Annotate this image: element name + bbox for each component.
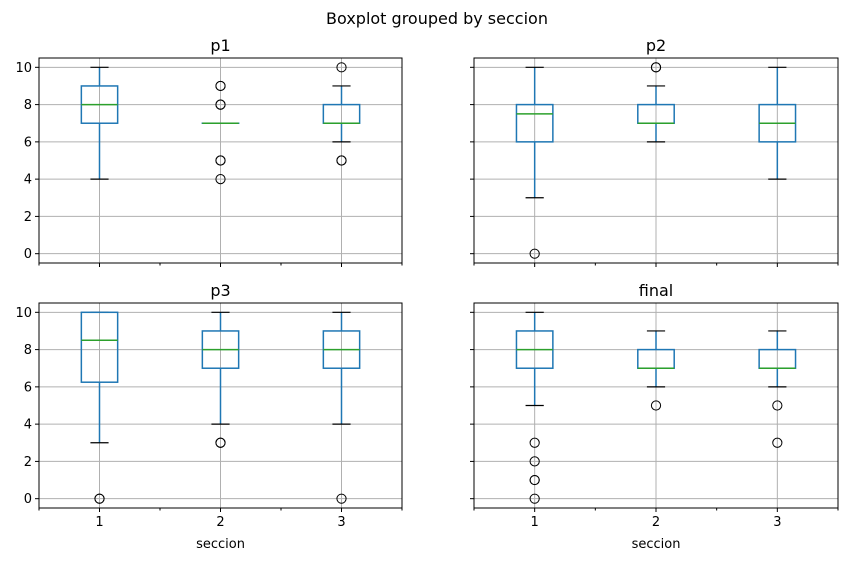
iqr-box [80, 311, 119, 383]
subplot-p2: p2 [470, 36, 839, 267]
x-tick-label: 3 [337, 515, 345, 530]
subplot-title: final [639, 281, 673, 300]
y-tick-label: 4 [24, 173, 32, 188]
y-tick-label: 4 [24, 418, 32, 433]
outlier-point [336, 493, 347, 504]
outlier-point [772, 400, 783, 411]
y-tick-label: 2 [24, 210, 32, 225]
x-tick-label: 3 [773, 515, 781, 530]
box-group-2 [637, 330, 675, 411]
y-tick-label: 10 [15, 306, 32, 321]
x-tick-label: 1 [95, 515, 103, 530]
x-tick-label: 2 [652, 515, 660, 530]
outlier-point [650, 62, 662, 73]
x-axis-label: seccion [632, 537, 681, 552]
box-group-1 [80, 311, 119, 504]
y-tick-label: 0 [24, 492, 32, 507]
iqr-box [515, 103, 554, 143]
x-tick-label: 1 [531, 515, 539, 530]
subplot-title: p2 [646, 36, 666, 55]
box-group-3 [322, 311, 361, 504]
y-tick-label: 6 [24, 135, 32, 150]
outlier-point [94, 493, 105, 504]
box-group-2 [637, 62, 675, 143]
box-group-2 [201, 80, 240, 185]
outlier-point [529, 474, 540, 486]
x-tick-label: 2 [216, 515, 224, 530]
box-group-3 [322, 62, 361, 166]
outlier-point [772, 437, 783, 448]
y-tick-label: 10 [15, 61, 32, 76]
outlier-point [215, 155, 226, 166]
outlier-point [529, 456, 540, 467]
subplot-title: p1 [210, 36, 230, 55]
outlier-point [650, 400, 662, 411]
y-tick-label: 8 [24, 343, 32, 358]
box-group-3 [758, 330, 797, 448]
outlier-point [529, 493, 540, 504]
x-axis-label: seccion [196, 537, 245, 552]
box-group-1 [80, 66, 119, 180]
outlier-point [215, 437, 226, 448]
outlier-point [336, 62, 347, 73]
box-group-1 [515, 66, 554, 259]
subplot-final: 1 2 3 final seccion [470, 281, 839, 552]
box-group-2 [201, 311, 240, 448]
outlier-point [529, 437, 540, 448]
y-tick-label: 8 [24, 98, 32, 113]
y-tick-label: 0 [24, 247, 32, 262]
y-tick-label: 2 [24, 455, 32, 470]
outlier-point [215, 80, 226, 92]
box-group-1 [515, 311, 554, 504]
figure-title: Boxplot grouped by seccion [326, 9, 548, 28]
outlier-point [215, 99, 226, 110]
box-group-3 [758, 66, 797, 180]
y-tick-label: 6 [24, 380, 32, 395]
outlier-point [215, 174, 226, 185]
subplot-title: p3 [210, 281, 230, 300]
outlier-point [529, 248, 540, 259]
subplot-p1: 0 2 4 6 8 10 p1 [15, 36, 403, 267]
outlier-point [336, 155, 347, 166]
